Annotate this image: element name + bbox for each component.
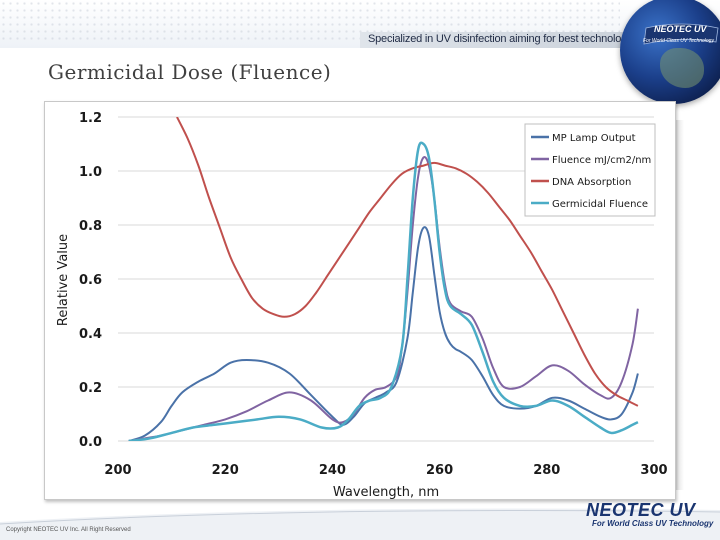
- x-axis-title: Wavelength, nm: [333, 485, 439, 500]
- copyright-text: Copyright NEOTEC UV Inc. All Right Reser…: [6, 527, 131, 533]
- globe-logo-icon: [620, 0, 720, 104]
- legend-label: Germicidal Fluence: [552, 199, 648, 210]
- series-line-dna-absorption: [176, 117, 639, 407]
- y-axis-title: Relative Value: [56, 234, 71, 326]
- y-tick-label: 0.4: [79, 327, 102, 342]
- series-line-germicidal-fluence: [128, 141, 639, 441]
- y-tick-label: 1.0: [79, 165, 102, 180]
- x-tick-label: 280: [533, 463, 560, 478]
- legend-label: DNA Absorption: [552, 177, 631, 188]
- series-line-mp-lamp-output: [128, 226, 639, 441]
- badge-subtitle: For World Class UV Technology: [643, 38, 714, 44]
- header-tagline: Specialized in UV disinfection aiming fo…: [368, 33, 633, 45]
- legend-box: [524, 123, 656, 217]
- y-tick-label: 0.8: [79, 219, 102, 234]
- x-tick-label: 260: [426, 463, 453, 478]
- badge-title: NEOTEC UV: [654, 24, 707, 34]
- y-tick-label: 0.2: [79, 381, 102, 396]
- series-line-fluence: [128, 156, 639, 441]
- x-tick-label: 200: [104, 463, 131, 478]
- globe-land: [660, 48, 704, 88]
- x-tick-label: 240: [319, 463, 346, 478]
- x-tick-label: 220: [212, 463, 239, 478]
- y-tick-label: 0.6: [79, 273, 102, 288]
- footer-logo: NEOTEC UV: [586, 500, 696, 520]
- slide-title: Germicidal Dose (Fluence): [48, 60, 332, 84]
- globe-badge: [643, 23, 719, 45]
- chart-legend: MP Lamp Output Fluence mJ/cm2/nm DNA Absor…: [524, 123, 656, 217]
- y-tick-label: 1.2: [79, 111, 102, 126]
- x-tick-label: 300: [640, 463, 667, 478]
- legend-label: MP Lamp Output: [552, 133, 636, 144]
- tagline-bar: [360, 32, 660, 48]
- footer-logo-subtitle: For World Class UV Technology: [592, 519, 714, 528]
- y-tick-label: 0.0: [79, 435, 102, 450]
- chart-side-shadow: [676, 120, 684, 490]
- series-lines: [128, 117, 639, 441]
- legend-label: Fluence mJ/cm2/nm: [552, 155, 651, 166]
- x-tick-labels: 200 220 240 260 280 300: [104, 463, 667, 478]
- footer-swoosh: [0, 508, 720, 540]
- y-tick-labels: 0.0 0.2 0.4 0.6 0.8 1.0 1.2: [79, 111, 102, 450]
